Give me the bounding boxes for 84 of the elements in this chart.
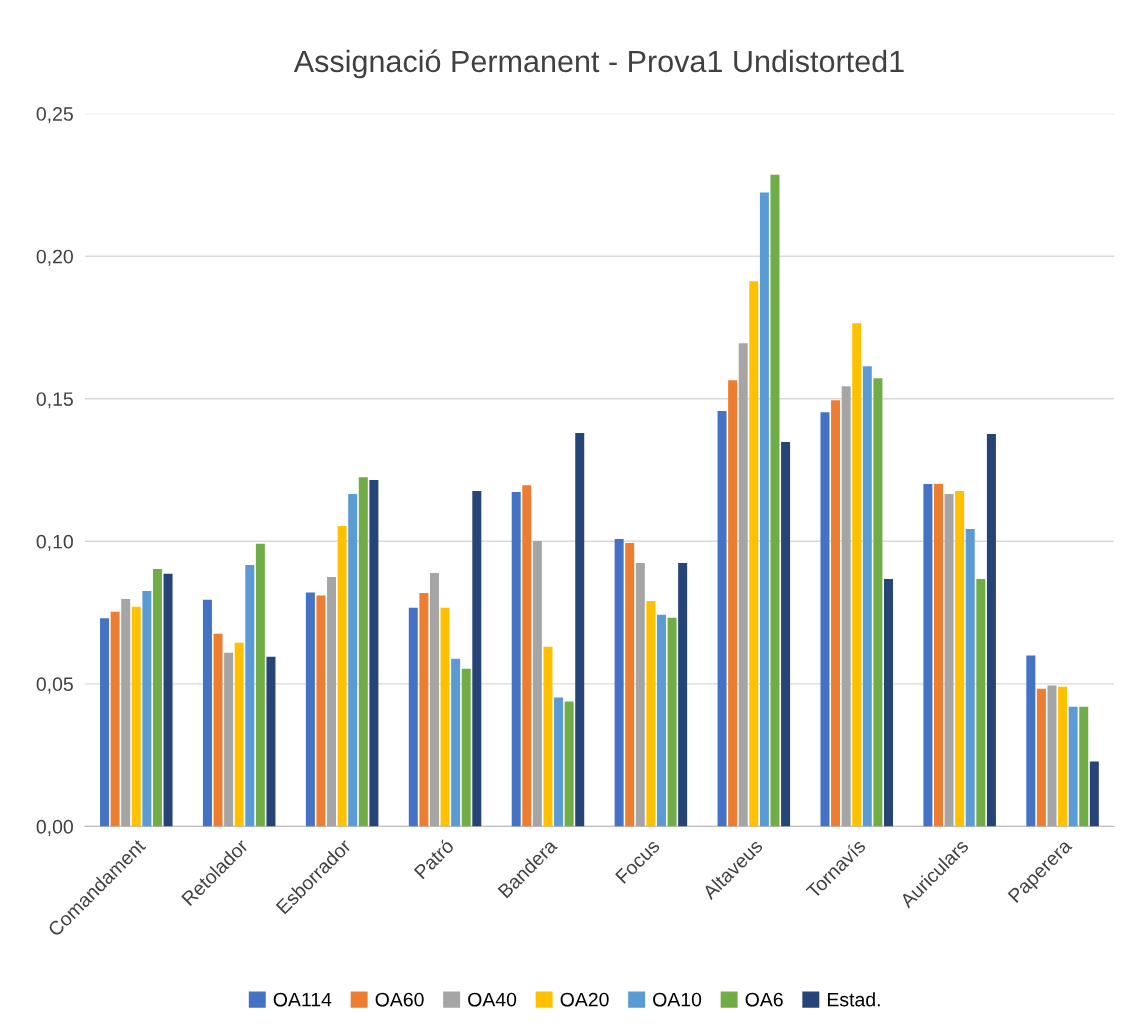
y-tick-label: 0,20	[36, 249, 73, 266]
bar	[266, 656, 276, 827]
bar	[213, 633, 223, 827]
bar	[245, 564, 255, 827]
y-tick-label: 0,15	[36, 392, 73, 409]
bar	[770, 174, 780, 827]
bar	[986, 434, 996, 827]
bar	[841, 386, 851, 827]
bar	[348, 493, 358, 827]
bar	[852, 323, 862, 827]
bar	[408, 607, 418, 827]
bar	[883, 578, 893, 827]
bar	[564, 701, 574, 827]
bar	[472, 491, 482, 827]
legend-label: OA60	[375, 992, 424, 1007]
bar	[656, 614, 666, 827]
bar	[327, 576, 337, 827]
bar	[419, 592, 429, 827]
legend-label: OA10	[653, 992, 702, 1007]
bar	[831, 400, 841, 827]
bar	[451, 658, 461, 827]
bar	[759, 192, 769, 827]
bar	[873, 378, 883, 827]
bar	[255, 543, 265, 827]
bar	[1047, 685, 1057, 827]
bar	[305, 592, 315, 827]
bar	[131, 606, 141, 827]
bar	[933, 483, 943, 827]
bar	[717, 411, 727, 827]
bar	[532, 541, 542, 827]
bar	[369, 479, 379, 827]
bar	[358, 477, 368, 827]
bar	[738, 343, 748, 827]
bar	[100, 618, 110, 827]
bar	[316, 595, 326, 827]
bar	[976, 578, 986, 827]
bar	[152, 568, 162, 827]
y-tick-label: 0,00	[36, 819, 73, 836]
bar	[646, 600, 656, 827]
bar	[1068, 706, 1078, 827]
bar	[965, 529, 975, 827]
bar	[1089, 761, 1099, 827]
bar	[110, 611, 120, 827]
bar	[461, 668, 471, 827]
y-tick-label: 0,25	[36, 107, 73, 124]
bar	[678, 562, 688, 827]
y-tick-label: 0,05	[36, 677, 73, 694]
bar	[923, 483, 933, 827]
chart-title: Assignació Permanent - Prova1 Undistorted1	[293, 49, 904, 79]
bar	[575, 432, 585, 827]
bar	[511, 491, 521, 827]
bar	[163, 573, 173, 827]
bar	[955, 491, 965, 827]
bar	[429, 572, 439, 827]
bar	[625, 543, 635, 827]
bar	[554, 697, 564, 827]
bar	[202, 599, 212, 827]
legend-label: OA40	[468, 992, 517, 1007]
bar	[234, 642, 244, 827]
bar	[1079, 706, 1089, 827]
bar	[781, 442, 791, 827]
bar	[862, 366, 872, 827]
bar	[820, 412, 830, 827]
bar	[1026, 655, 1036, 827]
bar	[440, 607, 450, 827]
bar	[749, 281, 759, 827]
legend-label: OA6	[745, 992, 783, 1007]
legend-label: OA114	[273, 992, 332, 1007]
bar	[543, 646, 553, 827]
legend-label: OA20	[560, 992, 609, 1007]
bar	[142, 590, 152, 827]
bar	[337, 525, 347, 827]
bar	[635, 562, 645, 827]
bar	[667, 617, 677, 827]
bar	[522, 485, 532, 827]
bar	[614, 539, 624, 827]
bar	[224, 652, 234, 827]
bar	[121, 598, 131, 827]
bar	[1036, 688, 1046, 827]
y-tick-label: 0,10	[36, 534, 73, 551]
bar	[1058, 686, 1068, 827]
bar	[944, 493, 954, 827]
bar	[728, 380, 738, 827]
legend-label: Estad.	[827, 992, 880, 1007]
